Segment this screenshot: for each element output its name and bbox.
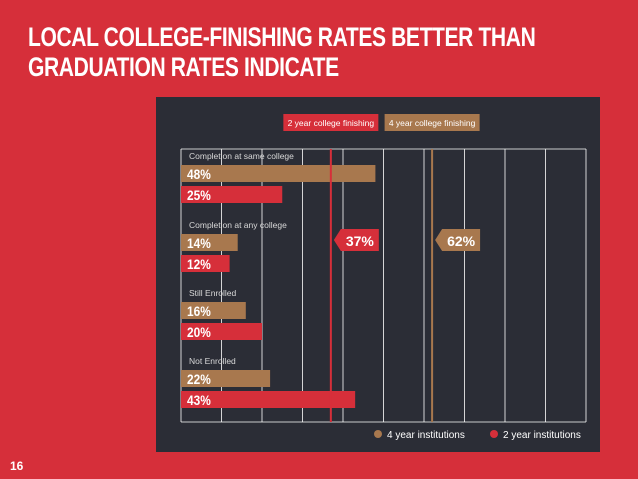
legend-label: 4 year institutions: [387, 430, 465, 441]
bar-value-label: 16%: [187, 303, 211, 319]
bar-four-year: [181, 165, 376, 182]
reference-callout: [333, 229, 379, 251]
slide-title: LOCAL COLLEGE-FINISHING RATES BETTER THA…: [28, 22, 536, 82]
title-line-1: LOCAL COLLEGE-FINISHING RATES BETTER THA…: [28, 22, 536, 52]
bar-four-year: [181, 234, 238, 251]
bar-value-label: 25%: [187, 187, 211, 203]
legend-label: 2 year institutions: [503, 430, 581, 441]
bar-four-year: [181, 302, 246, 319]
bar-value-label: 48%: [187, 166, 211, 182]
page-number: 16: [10, 459, 24, 473]
group-label: Completion at same college: [189, 151, 294, 161]
legend-marker: [490, 430, 498, 438]
reference-value-label: 62%: [447, 233, 476, 249]
bar-two-year: [181, 255, 230, 272]
bar-value-label: 43%: [187, 392, 211, 408]
reference-label-box: [384, 114, 480, 131]
bar-value-label: 20%: [187, 324, 211, 340]
bar-value-label: 12%: [187, 256, 211, 272]
chart-svg: Completion at same college 48% 25% Completi…: [180, 114, 587, 441]
group-label: Completion at any college: [189, 220, 287, 230]
reference-label: 2 year college finishing: [288, 118, 375, 128]
reference-value-label: 37%: [346, 233, 375, 249]
bar-value-label: 14%: [187, 235, 211, 251]
legend-marker: [374, 430, 382, 438]
chart-panel: Completion at same college 48% 25% Completi…: [156, 97, 600, 452]
group-label: Still Enrolled: [189, 288, 237, 298]
title-line-2: GRADUATION RATES INDICATE: [28, 52, 339, 82]
reference-label-box: [283, 114, 379, 131]
bar-two-year: [181, 391, 356, 408]
bar-value-label: 22%: [187, 371, 211, 387]
bar-two-year: [181, 323, 262, 340]
reference-label: 4 year college finishing: [389, 118, 476, 128]
bar-two-year: [181, 186, 283, 203]
group-label: Not Enrolled: [189, 356, 236, 366]
bar-four-year: [181, 370, 271, 387]
reference-callout: [435, 229, 481, 251]
